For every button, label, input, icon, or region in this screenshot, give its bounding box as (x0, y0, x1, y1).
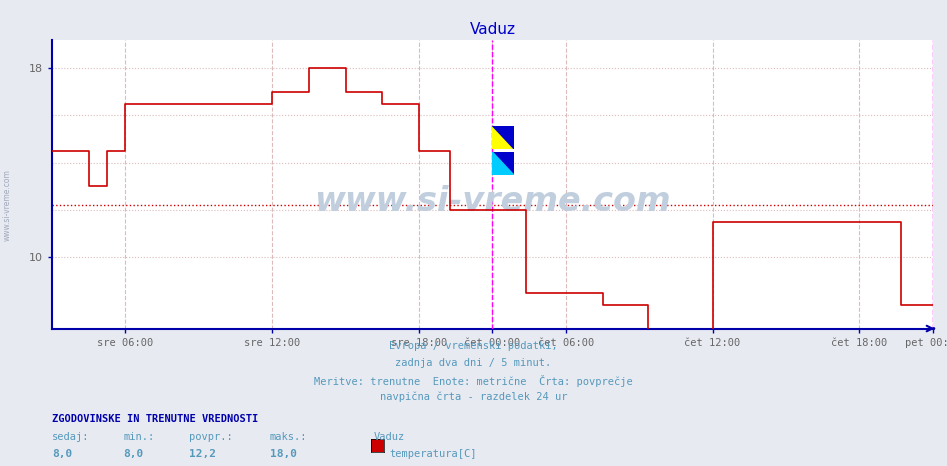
Text: 8,0: 8,0 (123, 449, 143, 459)
Text: povpr.:: povpr.: (189, 432, 233, 442)
Text: www.si-vreme.com: www.si-vreme.com (314, 185, 670, 218)
Text: www.si-vreme.com: www.si-vreme.com (3, 169, 12, 241)
Polygon shape (492, 152, 514, 175)
Text: temperatura[C]: temperatura[C] (389, 449, 476, 459)
Text: zadnja dva dni / 5 minut.: zadnja dva dni / 5 minut. (396, 358, 551, 368)
Text: 8,0: 8,0 (52, 449, 72, 459)
Text: ZGODOVINSKE IN TRENUTNE VREDNOSTI: ZGODOVINSKE IN TRENUTNE VREDNOSTI (52, 414, 259, 424)
Text: navpična črta - razdelek 24 ur: navpična črta - razdelek 24 ur (380, 391, 567, 402)
Title: Vaduz: Vaduz (470, 22, 515, 37)
Text: Vaduz: Vaduz (374, 432, 405, 442)
Text: 18,0: 18,0 (270, 449, 297, 459)
Text: min.:: min.: (123, 432, 154, 442)
Text: Evropa / vremenski podatki,: Evropa / vremenski podatki, (389, 341, 558, 351)
Polygon shape (492, 126, 514, 149)
Text: Meritve: trenutne  Enote: metrične  Črta: povprečje: Meritve: trenutne Enote: metrične Črta: … (314, 375, 633, 387)
Text: maks.:: maks.: (270, 432, 308, 442)
Text: 12,2: 12,2 (189, 449, 217, 459)
Text: sedaj:: sedaj: (52, 432, 90, 442)
